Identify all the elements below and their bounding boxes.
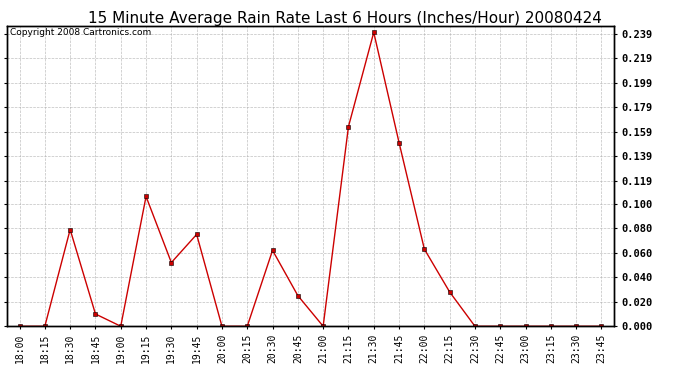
Text: Copyright 2008 Cartronics.com: Copyright 2008 Cartronics.com <box>10 28 151 37</box>
Text: 15 Minute Average Rain Rate Last 6 Hours (Inches/Hour) 20080424: 15 Minute Average Rain Rate Last 6 Hours… <box>88 11 602 26</box>
